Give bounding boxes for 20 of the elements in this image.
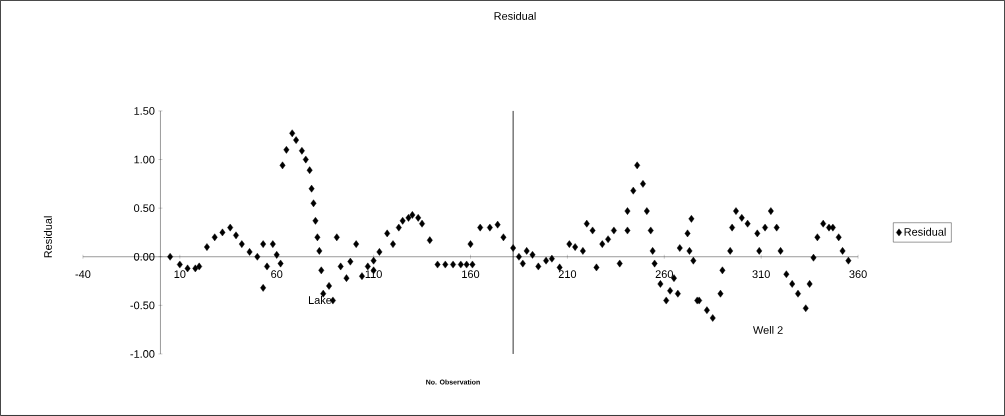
x-tick-label: 260	[655, 270, 673, 279]
y-tick-label: 0.50	[134, 204, 155, 213]
y-tick-label: 1.00	[134, 155, 155, 164]
x-tick-label: 60	[271, 270, 283, 279]
x-tick-label: 110	[365, 270, 382, 279]
annotation: Lake	[308, 296, 332, 305]
annotation: Well 2	[753, 325, 783, 335]
x-tick-label: 360	[849, 270, 867, 279]
x-tick-label: 310	[752, 270, 770, 279]
legend-label: Residual	[904, 227, 946, 236]
x-tick-label: 10	[174, 270, 186, 279]
y-axis-title: Residual	[43, 216, 52, 258]
x-tick-label: 160	[462, 270, 480, 279]
y-tick-label: -1.00	[130, 350, 155, 358]
y-tick-label: 1.50	[134, 107, 155, 115]
x-tick-label: 210	[558, 270, 577, 279]
y-tick-label: 0.00	[134, 252, 155, 261]
chart-title: Residual	[494, 11, 536, 20]
y-tick-label: -0.50	[130, 301, 155, 310]
x-tick-label: -40	[75, 270, 91, 279]
